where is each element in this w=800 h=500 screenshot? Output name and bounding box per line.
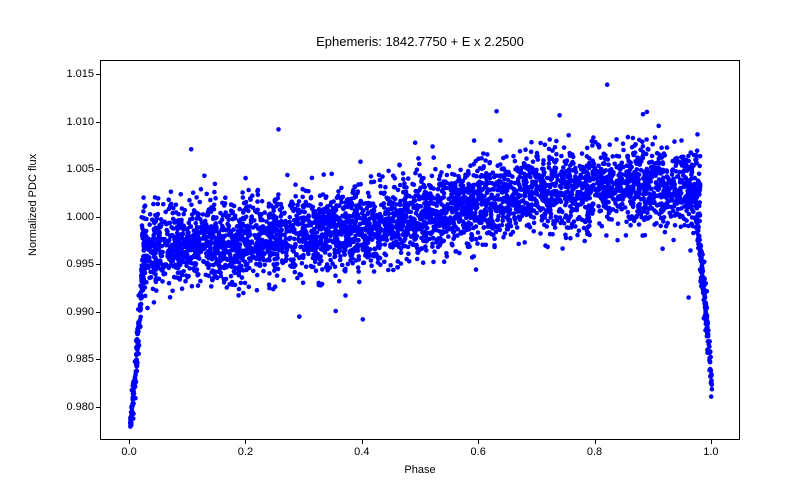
- y-tick: [96, 217, 100, 218]
- y-tick: [96, 407, 100, 408]
- chart-title: Ephemeris: 1842.7750 + E x 2.2500: [100, 34, 740, 49]
- x-tick-label: 1.0: [703, 446, 718, 458]
- x-tick-label: 0.2: [238, 446, 253, 458]
- plot-area: [100, 60, 740, 440]
- y-tick-label: 1.015: [54, 68, 94, 80]
- x-tick: [595, 440, 596, 444]
- y-tick: [96, 122, 100, 123]
- x-tick: [245, 440, 246, 444]
- x-axis-label: Phase: [100, 464, 740, 476]
- y-tick-label: 1.010: [54, 116, 94, 128]
- x-tick: [711, 440, 712, 444]
- y-tick: [96, 169, 100, 170]
- y-tick-label: 0.990: [54, 306, 94, 318]
- y-tick-label: 0.995: [54, 258, 94, 270]
- x-tick-label: 0.6: [471, 446, 486, 458]
- y-tick-label: 0.980: [54, 401, 94, 413]
- y-tick: [96, 264, 100, 265]
- y-tick-label: 0.985: [54, 353, 94, 365]
- x-tick: [362, 440, 363, 444]
- y-tick: [96, 74, 100, 75]
- x-tick-label: 0.0: [121, 446, 136, 458]
- y-tick: [96, 359, 100, 360]
- x-tick-label: 0.8: [587, 446, 602, 458]
- x-tick: [478, 440, 479, 444]
- x-tick: [129, 440, 130, 444]
- figure: Ephemeris: 1842.7750 + E x 2.2500 Normal…: [0, 0, 800, 500]
- y-tick-label: 1.005: [54, 163, 94, 175]
- y-axis-label: Normalized PDC flux: [27, 240, 39, 256]
- scatter-points: [101, 61, 741, 441]
- y-tick-label: 1.000: [54, 211, 94, 223]
- x-tick-label: 0.4: [354, 446, 369, 458]
- y-tick: [96, 312, 100, 313]
